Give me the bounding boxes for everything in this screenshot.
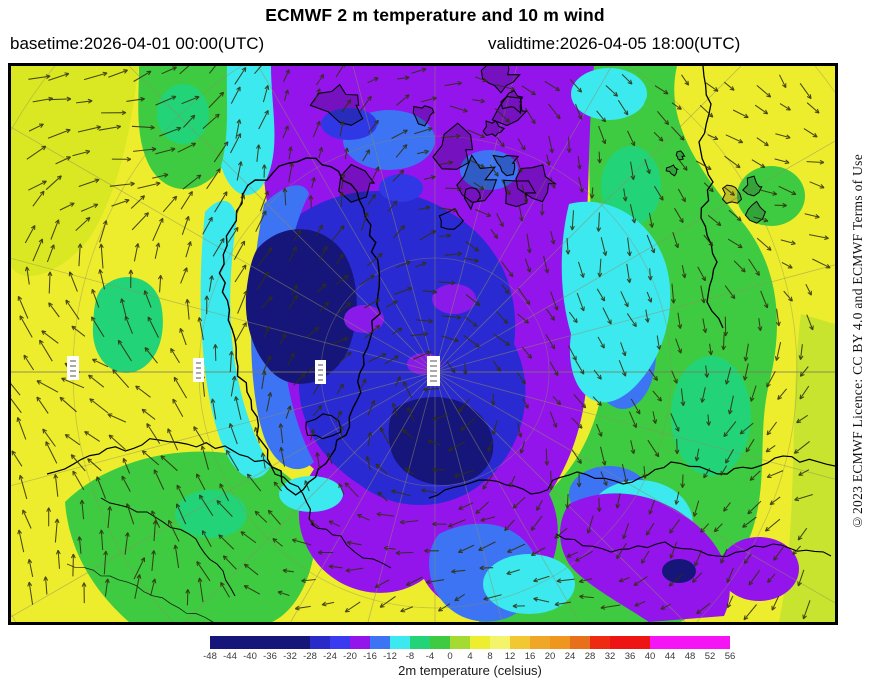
colorbar-segment: [250, 636, 270, 649]
map-frame: [8, 63, 838, 625]
colorbar-tick: 16: [524, 651, 536, 662]
colorbar-segment: [230, 636, 250, 649]
colorbar-segment: [550, 636, 570, 649]
validtime-label: validtime:2026-04-05 18:00(UTC): [488, 34, 741, 53]
colorbar-ticks: -48 -44 -40 -36 -32 -28 -24 -20 -16 -12 -8 -4 0 4 8 12 1…: [203, 649, 735, 662]
colorbar-tick: -32: [283, 651, 297, 662]
colorbar-segment: [570, 636, 590, 649]
colorbar-tick: -12: [383, 651, 397, 662]
graticule-label: [67, 356, 79, 380]
colorbar-segment: [530, 636, 550, 649]
colorbar-segment: [450, 636, 470, 649]
basetime-label: basetime:2026-04-01 00:00(UTC): [10, 34, 265, 53]
colorbar-segment: [270, 636, 290, 649]
copyright-vertical: ©2023 ECMWF Licence: CC BY 4.0 and ECMWF…: [848, 63, 868, 621]
colorbar-segment: [350, 636, 370, 649]
colorbar-tick: 8: [487, 651, 493, 662]
colorbar-tick: -28: [303, 651, 317, 662]
colorbar-segment: [510, 636, 530, 649]
colorbar-segment: [330, 636, 350, 649]
colorbar-tick: 20: [544, 651, 556, 662]
colorbar-segment: [710, 636, 730, 649]
colorbar-segment: [430, 636, 450, 649]
colorbar-caption: 2m temperature (celsius): [398, 663, 542, 678]
colorbar-segment: [310, 636, 330, 649]
colorbar-tick: -48: [203, 651, 217, 662]
coastlines: [46, 66, 835, 622]
colorbar-tick: -20: [343, 651, 357, 662]
colorbar-tick: -40: [243, 651, 257, 662]
colorbar-tick: -16: [363, 651, 377, 662]
colorbar-segment: [630, 636, 650, 649]
colorbar-tick: 28: [584, 651, 596, 662]
colorbar-tick: 24: [564, 651, 576, 662]
colorbar-segment: [390, 636, 410, 649]
colorbar-segment: [650, 636, 670, 649]
colorbar-segment: [610, 636, 630, 649]
colorbar-tick: 56: [724, 651, 736, 662]
colorbar-segment: [370, 636, 390, 649]
colorbar-segment: [490, 636, 510, 649]
colorbar-tick: 44: [664, 651, 676, 662]
colorbar-segment: [470, 636, 490, 649]
colorbar-tick: -36: [263, 651, 277, 662]
time-row: basetime:2026-04-01 00:00(UTC) validtime…: [0, 34, 870, 58]
colorbar-tick: 48: [684, 651, 696, 662]
colorbar-segment: [210, 636, 230, 649]
colorbar-tick: 12: [504, 651, 516, 662]
colorbar-segments: [210, 636, 730, 649]
graticule-labels: [67, 356, 440, 386]
temperature-field: [11, 66, 835, 622]
colorbar-tick: 0: [447, 651, 453, 662]
colorbar-tick: 32: [604, 651, 616, 662]
colorbar-segment: [590, 636, 610, 649]
colorbar-tick: -44: [223, 651, 237, 662]
colorbar-legend: -48 -44 -40 -36 -32 -28 -24 -20 -16 -12 -8 -4 0 4 8 12 1…: [203, 636, 735, 662]
colorbar-segment: [290, 636, 310, 649]
graticule-label: [315, 360, 326, 384]
colorbar-tick: -24: [323, 651, 337, 662]
colorbar-tick: -4: [425, 651, 435, 662]
colorbar-tick: 52: [704, 651, 716, 662]
colorbar-tick: -8: [405, 651, 415, 662]
colorbar-segment: [410, 636, 430, 649]
graticule-label: [193, 358, 204, 382]
copyright-text: ©2023 ECMWF Licence: CC BY 4.0 and ECMWF…: [850, 154, 865, 530]
colorbar-tick: 36: [624, 651, 636, 662]
weather-map: [11, 66, 835, 622]
colorbar-tick: 4: [467, 651, 473, 662]
colorbar-segment: [690, 636, 710, 649]
colorbar-segment: [670, 636, 690, 649]
wind-arrows: [11, 66, 831, 621]
colorbar-tick: 40: [644, 651, 656, 662]
page-title: ECMWF 2 m temperature and 10 m wind: [265, 5, 605, 25]
